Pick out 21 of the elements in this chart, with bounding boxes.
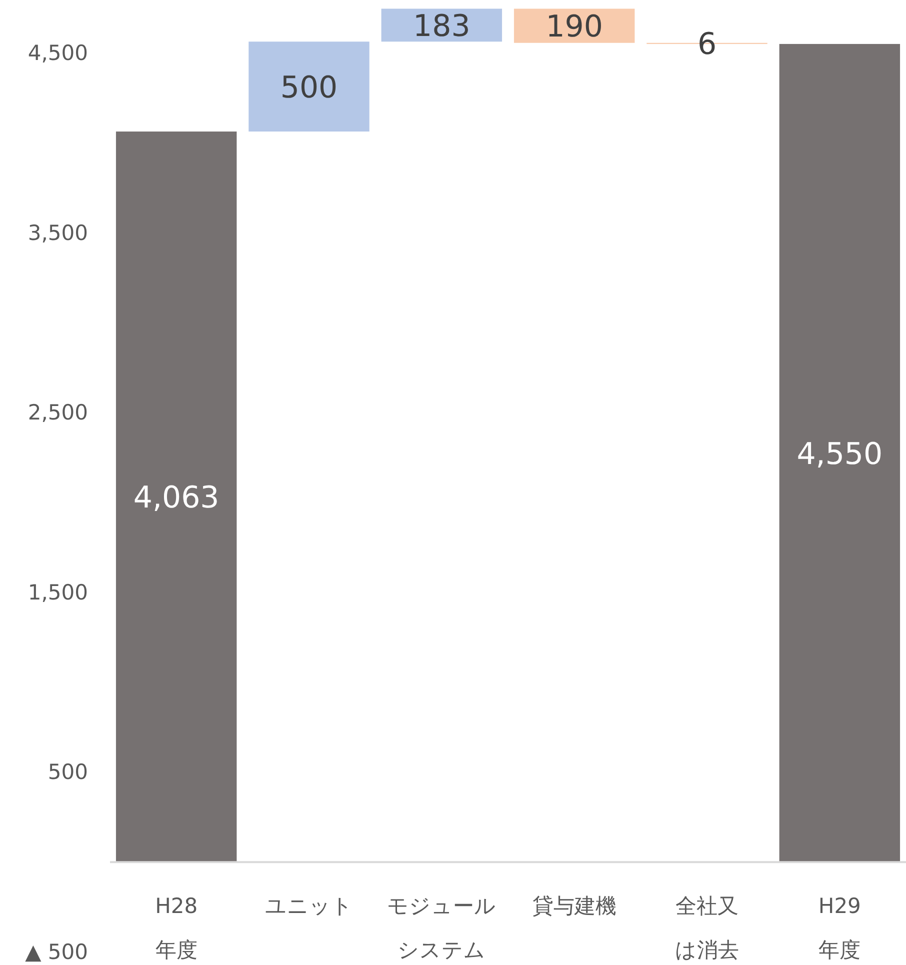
- y-tick-label: 3,500: [28, 220, 88, 245]
- data-label: 4,550: [796, 436, 883, 472]
- x-tick-label: 貸与建機: [532, 894, 616, 918]
- x-tick-label: H29年度: [818, 894, 861, 962]
- data-label: 500: [280, 70, 338, 106]
- data-label: 190: [546, 10, 603, 45]
- y-tick-label: ▲ 500: [25, 940, 88, 964]
- bar: [779, 44, 900, 862]
- x-tick-label: H28年度: [155, 894, 198, 962]
- y-tick-label: 4,500: [28, 40, 88, 65]
- x-tick-label: ユニット: [265, 894, 353, 918]
- data-label: 4,063: [133, 480, 220, 516]
- bar: [116, 132, 237, 862]
- x-tick-label: 全社又は消去: [675, 894, 739, 962]
- data-label: 183: [413, 8, 470, 44]
- y-tick-label: 500: [48, 760, 88, 784]
- data-label: 6: [697, 27, 717, 62]
- y-tick-label: 1,500: [28, 580, 88, 604]
- bar: [248, 42, 370, 132]
- x-tick-label: モジュールシステム: [387, 894, 496, 962]
- y-tick-label: 2,500: [28, 400, 88, 425]
